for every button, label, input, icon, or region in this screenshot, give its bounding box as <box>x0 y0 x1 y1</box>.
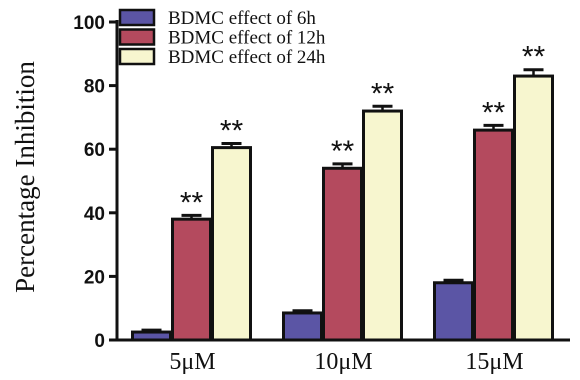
y-tick-label: 0 <box>94 331 105 352</box>
y-tick-label: 20 <box>84 267 105 288</box>
legend-swatch <box>118 8 156 27</box>
legend-label: BDMC effect of 6h <box>168 8 316 29</box>
bar <box>473 128 514 342</box>
y-tick-label: 40 <box>84 204 105 225</box>
significance-marker: ** <box>522 41 546 74</box>
y-axis-title: Percentage Inhibition <box>10 61 40 293</box>
bar <box>282 311 323 342</box>
bar <box>171 217 212 342</box>
category-label: 10μM <box>314 349 372 375</box>
significance-marker: ** <box>220 114 244 147</box>
significance-marker: ** <box>371 77 395 110</box>
y-tick-label: 80 <box>84 77 105 98</box>
significance-marker: ** <box>180 186 204 219</box>
legend-swatch <box>118 47 156 66</box>
bar <box>131 330 172 342</box>
significance-marker: ** <box>482 96 506 129</box>
y-tick-label: 60 <box>84 140 105 161</box>
legend-label: BDMC effect of 12h <box>168 28 326 49</box>
category-label: 5μM <box>169 349 215 375</box>
bar <box>513 74 554 342</box>
bar <box>362 109 403 342</box>
legend-label: BDMC effect of 24h <box>168 47 326 68</box>
bar <box>211 146 252 342</box>
category-label: 15μM <box>465 349 523 375</box>
bar <box>322 166 363 342</box>
y-tick-label: 100 <box>73 13 105 34</box>
bar <box>433 281 474 342</box>
legend-swatch <box>118 28 156 46</box>
bars: 5μM ** ** 10μM ** ** 15μM ** ** <box>131 41 554 375</box>
significance-marker: ** <box>331 135 355 168</box>
